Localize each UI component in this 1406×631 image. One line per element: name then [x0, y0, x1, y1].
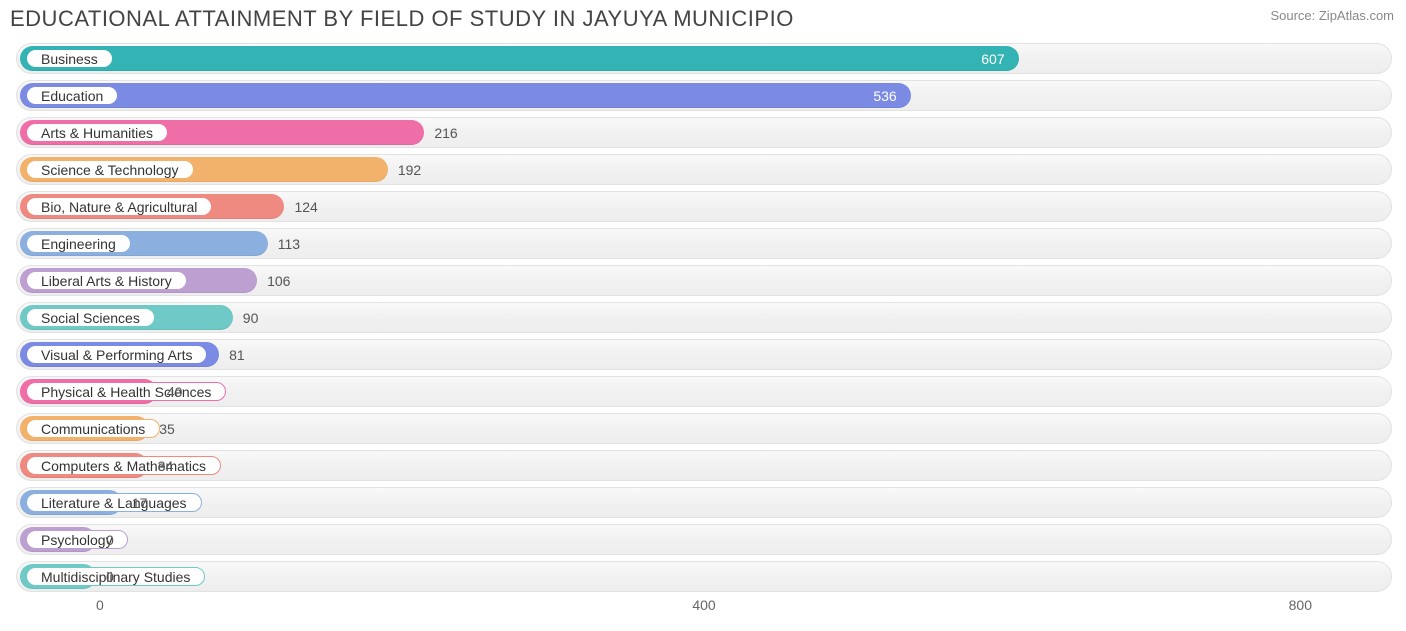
bar-label: Visual & Performing Arts	[41, 347, 192, 363]
x-tick: 400	[692, 597, 715, 613]
bar-row: Arts & Humanities 216	[16, 114, 1392, 151]
bar-row: Communications 35	[16, 410, 1392, 447]
bar: 536	[20, 83, 911, 108]
bar-label: Education	[41, 88, 103, 104]
bar-row: Social Sciences 90	[16, 299, 1392, 336]
bar-row: Multidisciplinary Studies0	[16, 558, 1392, 595]
bar-label-pill: Arts & Humanities	[26, 123, 168, 142]
bar-row: Science & Technology 192	[16, 151, 1392, 188]
bar-value: 81	[229, 336, 245, 373]
bar-row: Liberal Arts & History 106	[16, 262, 1392, 299]
chart-source: Source: ZipAtlas.com	[1270, 8, 1394, 23]
bar-track	[16, 450, 1392, 481]
bar-value: 536	[873, 83, 896, 108]
bar-label-pill: Visual & Performing Arts	[26, 345, 207, 364]
chart-container: EDUCATIONAL ATTAINMENT BY FIELD OF STUDY…	[0, 0, 1406, 631]
bar-row: Bio, Nature & Agricultural 124	[16, 188, 1392, 225]
bar-label: Multidisciplinary Studies	[41, 569, 190, 585]
bar-label: Liberal Arts & History	[41, 273, 172, 289]
bar-label-pill: Communications	[26, 419, 160, 438]
bar-label-pill: Liberal Arts & History	[26, 271, 187, 290]
bar-value: 192	[398, 151, 421, 188]
bar-value: 124	[294, 188, 317, 225]
bar-label: Computers & Mathematics	[41, 458, 206, 474]
bar-label: Psychology	[41, 532, 113, 548]
bar-label: Engineering	[41, 236, 116, 252]
bar-value: 34	[158, 447, 174, 484]
bar-value: 0	[106, 521, 114, 558]
bar-track	[16, 487, 1392, 518]
bar-label: Business	[41, 51, 98, 67]
bar-track	[16, 413, 1392, 444]
bar-row: 607 Business	[16, 40, 1392, 77]
bar-row: Psychology0	[16, 521, 1392, 558]
bar-row: Visual & Performing Arts 81	[16, 336, 1392, 373]
bar-label: Physical & Health Sciences	[41, 384, 211, 400]
chart-plot: 607 Business 536 Education Arts & Humanities…	[16, 40, 1392, 595]
bar-value: 35	[159, 410, 175, 447]
bar: 607	[20, 46, 1019, 71]
bar-row: Physical & Health Sciences40	[16, 373, 1392, 410]
bar-value: 607	[981, 46, 1004, 71]
bar-value: 216	[434, 114, 457, 151]
bar-row: Computers & Mathematics34	[16, 447, 1392, 484]
bar-label-pill: Bio, Nature & Agricultural	[26, 197, 212, 216]
bar-label-pill: Social Sciences	[26, 308, 155, 327]
x-axis: 0 400 800	[16, 597, 1392, 621]
bar-track	[16, 524, 1392, 555]
bar-label-pill: Literature & Languages	[26, 493, 202, 512]
bar-value: 40	[167, 373, 183, 410]
bar-label-pill: Engineering	[26, 234, 131, 253]
x-tick: 0	[96, 597, 104, 613]
bar-label: Communications	[41, 421, 145, 437]
bar-row: Engineering 113	[16, 225, 1392, 262]
bar-row: Literature & Languages17	[16, 484, 1392, 521]
bar-label-pill: Science & Technology	[26, 160, 194, 179]
bar-label-pill: Computers & Mathematics	[26, 456, 221, 475]
bar-track	[16, 561, 1392, 592]
bar-label-pill: Business	[26, 49, 113, 68]
bar-value: 90	[243, 299, 259, 336]
bar-label: Arts & Humanities	[41, 125, 153, 141]
bar-label: Literature & Languages	[41, 495, 187, 511]
bar-label: Bio, Nature & Agricultural	[41, 199, 197, 215]
bar-label-pill: Education	[26, 86, 118, 105]
bar-label-pill: Physical & Health Sciences	[26, 382, 226, 401]
chart-title: EDUCATIONAL ATTAINMENT BY FIELD OF STUDY…	[10, 6, 794, 32]
x-tick: 800	[1289, 597, 1312, 613]
bar-label: Social Sciences	[41, 310, 140, 326]
bar-value: 17	[132, 484, 148, 521]
bar-track	[16, 339, 1392, 370]
bar-label: Science & Technology	[41, 162, 179, 178]
bar-value: 113	[278, 225, 300, 262]
bar-value: 0	[106, 558, 114, 595]
bar-value: 106	[267, 262, 290, 299]
bar-row: 536 Education	[16, 77, 1392, 114]
bar-label-pill: Multidisciplinary Studies	[26, 567, 205, 586]
